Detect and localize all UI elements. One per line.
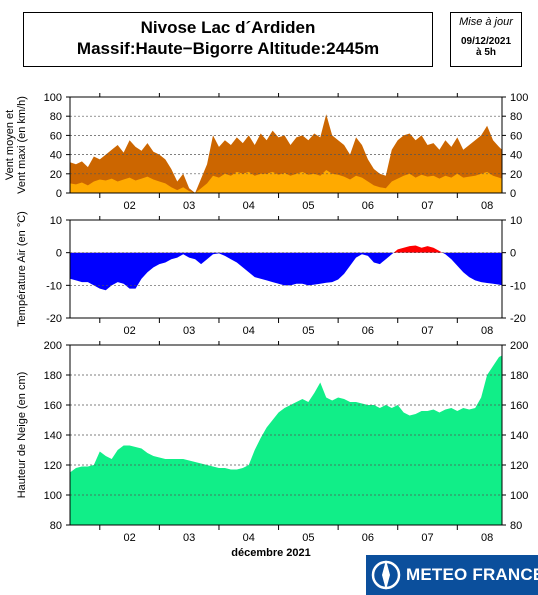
station-subtitle: Massif:Haute−Bigorre Altitude:2445m <box>76 39 380 58</box>
wind-mean-area <box>70 169 502 193</box>
temperature-below-zero-area <box>70 252 502 291</box>
panel2-xtick-label: 04 <box>243 532 255 544</box>
station-title: Nivose Lac d´Ardiden <box>140 18 316 37</box>
panel1-xtick-label: 03 <box>183 325 195 337</box>
panel2-ytick-label-left: 80 <box>50 520 62 532</box>
panel0-xtick-label: 03 <box>183 200 195 212</box>
update-box: Mise à jour 09/12/2021 à 5h <box>450 12 522 67</box>
panel0-ytick-label-left: 100 <box>44 92 62 104</box>
panel2-ytick-label-left: 100 <box>44 490 62 502</box>
panel2-ytick-label-left: 140 <box>44 430 62 442</box>
panel2-xtick-label: 06 <box>362 532 374 544</box>
logo-text: METEO FRANCE <box>406 565 538 584</box>
panel0-ytick-label-right: 0 <box>510 188 516 200</box>
panel1-ytick-label-left: -20 <box>46 313 62 325</box>
panel1-xtick-label: 07 <box>421 325 433 337</box>
panel0-xtick-label: 06 <box>362 200 374 212</box>
panel1-ytick-label-left: 0 <box>56 248 62 260</box>
panel2-ytick-label-left: 180 <box>44 370 62 382</box>
panel0-ytick-label-left: 80 <box>50 111 62 123</box>
panel1-ytick-label-right: -20 <box>510 313 526 325</box>
panel2-xtick-label: 08 <box>481 532 493 544</box>
panel0-ytick-label-left: 40 <box>50 150 62 162</box>
panel1-ytick-label-right: -10 <box>510 280 526 292</box>
wind-max-area <box>70 114 502 193</box>
panel1-ytick-label-left: -10 <box>46 280 62 292</box>
title-box: Nivose Lac d´Ardiden Massif:Haute−Bigorr… <box>23 12 433 67</box>
panel0-xtick-label: 07 <box>421 200 433 212</box>
panel2-ytick-label-right: 160 <box>510 400 528 412</box>
panel0-xtick-label: 08 <box>481 200 493 212</box>
panel2-xtick-label: 05 <box>302 532 314 544</box>
panel2-ytick-label-right: 120 <box>510 460 528 472</box>
panel2-ytick-label-right: 80 <box>510 520 522 532</box>
month-xlabel: décembre 2021 <box>231 547 311 559</box>
panel2-ytick-label-right: 200 <box>510 340 528 352</box>
panel0-ytick-label-right: 60 <box>510 130 522 142</box>
panel2-plot <box>70 355 502 525</box>
panel1-ytick-label-left: 10 <box>50 215 62 227</box>
panel0-xtick-label: 05 <box>302 200 314 212</box>
panel2-ytick-label-right: 100 <box>510 490 528 502</box>
panel2-ylabel: Hauteur de Neige (en cm) <box>16 372 28 499</box>
panel0-ytick-label-right: 80 <box>510 111 522 123</box>
logo-emblem-icon <box>371 560 401 590</box>
panel2-ytick-label-right: 180 <box>510 370 528 382</box>
snow-depth-area <box>70 355 502 525</box>
panel1-frame <box>69 219 503 319</box>
panel2-ytick-label-left: 120 <box>44 460 62 472</box>
panel0-frame <box>69 96 503 194</box>
update-hour: à 5h <box>475 47 496 58</box>
update-date: 09/12/2021 <box>460 36 512 47</box>
update-label: Mise à jour <box>459 16 513 28</box>
panel1-xtick-label: 06 <box>362 325 374 337</box>
panel1-ylabel: Température Air (en °C) <box>16 211 28 327</box>
panel0-ytick-label-right: 40 <box>510 150 522 162</box>
panel2-ytick-label-right: 140 <box>510 430 528 442</box>
panel0-ytick-label-right: 20 <box>510 169 522 181</box>
panel0-plot <box>70 114 502 193</box>
panel1-ytick-label-right: 10 <box>510 215 522 227</box>
panel1-xtick-label: 04 <box>243 325 255 337</box>
panel2-xtick-label: 03 <box>183 532 195 544</box>
temperature-above-zero-area <box>393 245 443 253</box>
meteo-france-logo: METEO FRANCE <box>366 555 538 595</box>
panel2-xtick-label: 07 <box>421 532 433 544</box>
panel0-xtick-label: 04 <box>243 200 255 212</box>
panel0-ytick-label-left: 20 <box>50 169 62 181</box>
wind-ylabel-line1: Vent moyen et <box>4 110 16 180</box>
panel0-ytick-label-left: 0 <box>56 188 62 200</box>
panel1-ytick-label-right: 0 <box>510 248 516 260</box>
panel2-ytick-label-left: 160 <box>44 400 62 412</box>
wind-ylabel-line2: Vent maxi (en km/h) <box>16 96 28 194</box>
panel0-xtick-label: 02 <box>123 200 135 212</box>
panel2-xtick-label: 02 <box>123 532 135 544</box>
panel0-ytick-label-left: 60 <box>50 130 62 142</box>
panel1-xtick-label: 08 <box>481 325 493 337</box>
panel0-ytick-label-right: 100 <box>510 92 528 104</box>
panel2-ytick-label-left: 200 <box>44 340 62 352</box>
panel1-xtick-label: 05 <box>302 325 314 337</box>
panel1-xtick-label: 02 <box>123 325 135 337</box>
panel1-plot <box>70 245 502 291</box>
